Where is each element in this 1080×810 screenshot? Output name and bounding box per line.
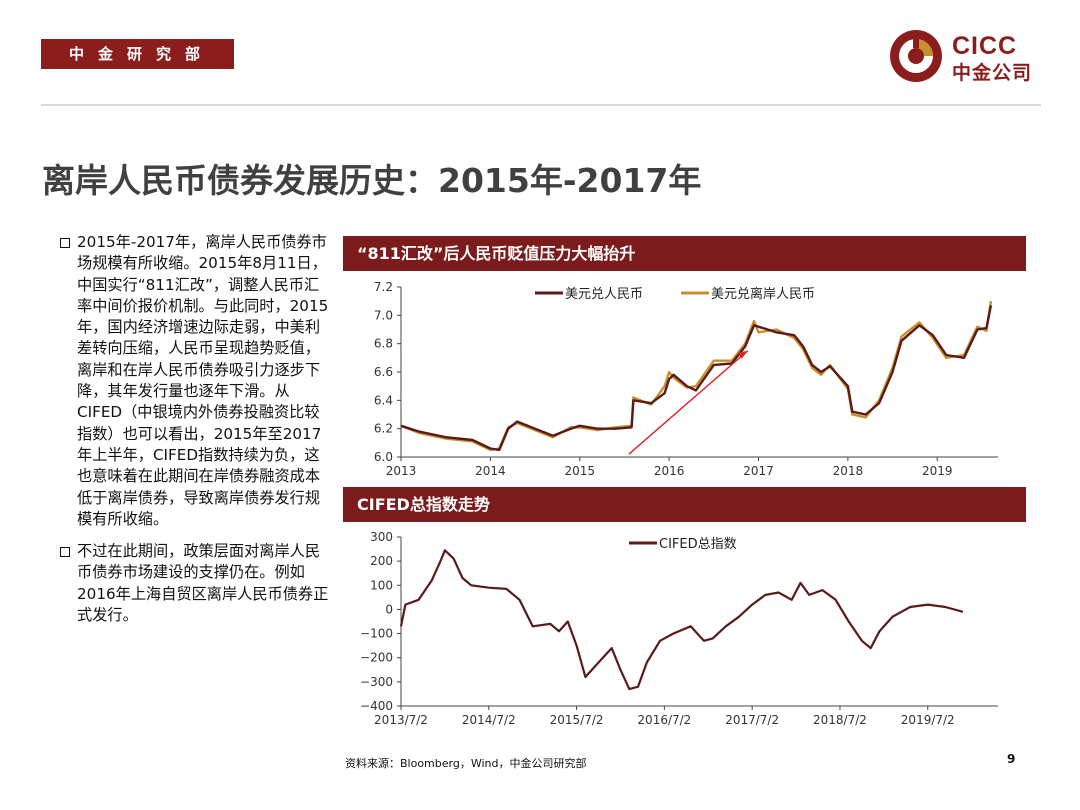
x-tick-label: 2014/7/2	[462, 713, 516, 727]
y-tick-label: 6.8	[374, 337, 393, 351]
x-tick-label: 2018	[833, 464, 864, 478]
bullet-item: 不过在此期间，政策层面对离岸人民币债券市场建设的支撑仍在。例如2016年上海自贸…	[58, 541, 334, 626]
x-tick-label: 2015	[564, 464, 595, 478]
bullet-text: 不过在此期间，政策层面对离岸人民币债券市场建设的支撑仍在。例如2016年上海自贸…	[77, 542, 329, 625]
x-tick-label: 2019	[922, 464, 953, 478]
cicc-logo-icon	[890, 30, 942, 82]
series-line	[400, 301, 993, 452]
x-tick-label: 2017	[743, 464, 774, 478]
department-tag: 中金研究部	[41, 39, 234, 69]
legend-label: CIFED总指数	[659, 537, 737, 552]
y-tick-label: −300	[360, 675, 393, 689]
legend-label: 美元兑离岸人民币	[711, 286, 815, 302]
y-tick-label: −400	[360, 699, 393, 713]
annotation-arrow-line	[628, 350, 749, 455]
x-tick-label: 2019/7/2	[901, 713, 955, 727]
chart1-header: “811汇改”后人民币贬值压力大幅抬升	[343, 236, 1026, 271]
x-tick-label: 2016/7/2	[637, 713, 691, 727]
chart2-header: CIFED总指数走势	[343, 487, 1026, 522]
x-tick-label: 2013	[386, 464, 417, 478]
y-tick-label: 6.2	[374, 422, 393, 436]
x-tick-label: 2013/7/2	[374, 713, 428, 727]
bullet-item: 2015年-2017年，离岸人民币债券市场规模有所收缩。2015年8月11日，中…	[58, 232, 334, 530]
square-bullet-icon	[60, 547, 70, 558]
annotation-arrow-head	[737, 350, 748, 359]
x-tick-label: 2017/7/2	[725, 713, 779, 727]
legend-label: 美元兑人民币	[565, 287, 643, 302]
source-note: 资料来源：Bloomberg，Wind，中金公司研究部	[345, 757, 587, 770]
y-tick-label: 100	[370, 578, 393, 592]
header-divider	[41, 104, 1041, 106]
series-line	[399, 549, 964, 691]
y-tick-label: 6.4	[374, 393, 393, 407]
y-tick-label: 7.2	[374, 280, 393, 294]
y-tick-label: −200	[360, 651, 393, 665]
x-tick-label: 2016	[654, 464, 685, 478]
y-tick-label: 7.0	[374, 308, 393, 322]
y-tick-label: 6.6	[374, 365, 393, 379]
y-tick-label: −100	[360, 627, 393, 641]
logo-english-text: CICC	[952, 32, 1018, 60]
y-tick-label: 200	[370, 554, 393, 568]
square-bullet-icon	[60, 238, 70, 248]
bullet-list: 2015年-2017年，离岸人民币债券市场规模有所收缩。2015年8月11日，中…	[58, 232, 334, 637]
page-number: 9	[1007, 752, 1016, 766]
y-tick-label: 0	[385, 602, 393, 616]
y-tick-label: 300	[370, 530, 393, 544]
series-line	[400, 305, 993, 452]
page-title: 离岸人民币债券发展历史：2015年-2017年	[42, 161, 702, 200]
y-tick-label: 6.0	[374, 450, 393, 464]
x-tick-label: 2014	[475, 464, 506, 478]
x-tick-label: 2018/7/2	[813, 713, 867, 727]
logo-chinese-text: 中金公司	[952, 62, 1033, 84]
cicc-logo: CICC 中金公司	[888, 28, 1048, 84]
x-tick-label: 2015/7/2	[550, 713, 604, 727]
bullet-text: 2015年-2017年，离岸人民币债券市场规模有所收缩。2015年8月11日，中…	[77, 233, 329, 528]
